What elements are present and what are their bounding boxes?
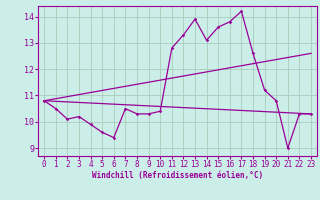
X-axis label: Windchill (Refroidissement éolien,°C): Windchill (Refroidissement éolien,°C) [92,171,263,180]
